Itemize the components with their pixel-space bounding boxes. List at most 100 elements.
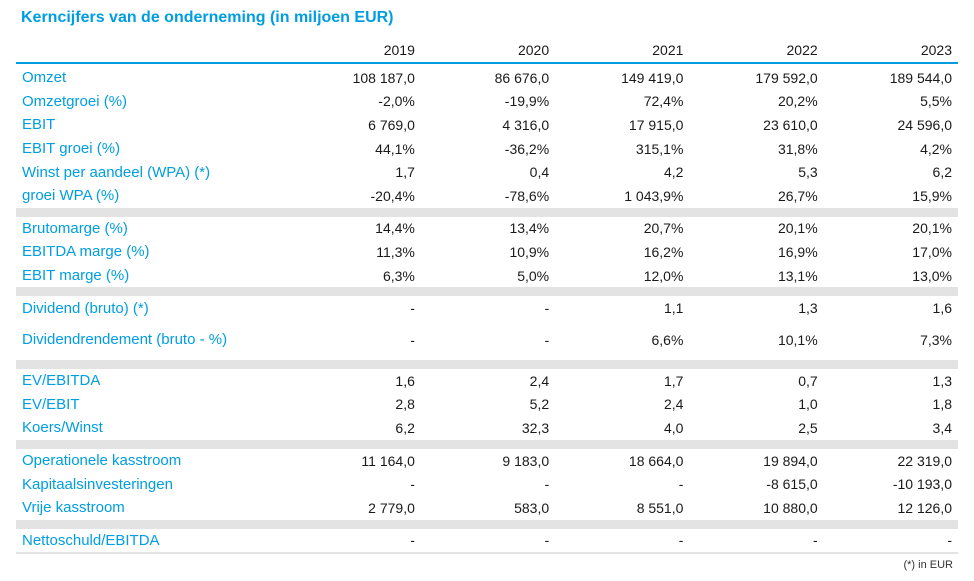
table-row: Brutomarge (%) 14,4% 13,4% 20,7% 20,1% 20,1% (16, 217, 958, 241)
value-cell: - (410, 331, 415, 348)
year-header: 2019 (286, 38, 421, 64)
value-cell: 32,3 (521, 419, 550, 436)
row-label: Dividend (bruto) (*) (22, 299, 149, 317)
value-cell: 0,7 (798, 372, 818, 389)
value-cell: 31,8% (777, 140, 818, 157)
value-cell: 315,1% (635, 140, 684, 157)
value-cell: 1,1 (663, 300, 684, 317)
table-row: Koers/Winst 6,2 32,3 4,0 2,5 3,4 (16, 416, 958, 440)
group-separator (16, 439, 958, 449)
row-label: EBITDA marge (%) (22, 243, 150, 261)
group-separator (16, 207, 958, 217)
value-cell: 17 915,0 (628, 116, 684, 133)
value-cell: 0,4 (529, 164, 550, 181)
value-cell: 1,7 (395, 164, 415, 181)
row-label: Operationele kasstroom (22, 452, 182, 470)
table-row: Dividend (bruto) (*) - - 1,1 1,3 1,6 (16, 296, 958, 320)
value-cell: 44,1% (375, 140, 415, 157)
value-cell: 583,0 (514, 499, 550, 516)
table-row: Kapitaalsinvesteringen - - - -8 615,0 -10 193… (16, 472, 958, 496)
table-row: Omzetgroei (%) -2,0% -19,9% 72,4% 20,2% 5,5% (16, 90, 958, 114)
value-cell: 86 676,0 (494, 69, 550, 86)
value-cell: - (410, 300, 415, 317)
table-row: EV/EBIT 2,8 5,2 2,4 1,0 1,8 (16, 393, 958, 417)
table-row: Dividendrendement (bruto - %) - - 6,6% 10,1%… (16, 320, 958, 360)
value-cell: 10,1% (777, 331, 818, 348)
value-cell: 13,1% (777, 267, 818, 284)
value-cell: - (678, 476, 684, 493)
value-cell: -20,4% (370, 187, 415, 204)
value-cell: 10 880,0 (763, 499, 818, 516)
table-row: EV/EBITDA 1,6 2,4 1,7 0,7 1,3 (16, 369, 958, 393)
table-row: EBIT groei (%) 44,1% -36,2% 315,1% 31,8% 4,2% (16, 137, 958, 161)
value-cell: 13,4% (509, 220, 550, 237)
value-cell: 2,4 (663, 396, 684, 413)
page-title: Kerncijfers van de onderneming (in miljo… (21, 9, 394, 26)
value-cell: 179 592,0 (755, 69, 818, 86)
key-figures-body: Omzet 108 187,0 86 676,0 149 419,0 179 592,0… (16, 63, 958, 555)
value-cell: - (823, 528, 958, 555)
value-cell: -36,2% (504, 140, 550, 157)
value-cell: 9 183,0 (502, 452, 550, 469)
value-cell: - (544, 300, 550, 317)
value-cell: - (420, 528, 556, 555)
value-cell: 72,4% (643, 93, 684, 110)
group-separator (16, 287, 958, 297)
value-cell: - (286, 528, 421, 555)
row-label: Kapitaalsinvesteringen (22, 475, 173, 493)
value-cell: 11,3% (376, 243, 415, 260)
separator-band (16, 207, 958, 217)
value-cell: 4,2% (920, 140, 952, 157)
value-cell: 1,3 (798, 300, 818, 317)
row-label: EBIT (22, 116, 56, 134)
value-cell: - (555, 528, 690, 555)
value-cell: 12 126,0 (897, 499, 953, 516)
value-cell: 19 894,0 (763, 452, 818, 469)
row-label: Vrije kasstroom (22, 499, 125, 517)
value-cell: - (544, 476, 550, 493)
value-cell: 2,5 (798, 419, 818, 436)
row-label: EBIT marge (%) (22, 267, 130, 285)
value-cell: - (689, 528, 824, 555)
value-cell: 5,5% (920, 93, 952, 110)
value-cell: 1,7 (663, 372, 684, 389)
row-label: EV/EBITDA (22, 372, 101, 390)
table-row: EBIT 6 769,0 4 316,0 17 915,0 23 610,0 24 596… (16, 113, 958, 137)
value-cell: 7,3% (920, 331, 952, 348)
value-cell: -8 615,0 (766, 476, 818, 493)
value-cell: 10,9% (509, 243, 550, 260)
header-label-spacer (16, 38, 287, 64)
year-header: 2021 (555, 38, 690, 64)
value-cell: 6 769,0 (368, 116, 415, 133)
key-figures-table: 2019 2020 2021 2022 2023 Omzet 108 187,0 8… (16, 38, 958, 555)
row-label: Nettoschuld/EBITDA (16, 528, 287, 555)
value-cell: 4 316,0 (502, 116, 550, 133)
value-cell: 2,8 (395, 396, 415, 413)
value-cell: 3,4 (932, 419, 952, 436)
table-row: Nettoschuld/EBITDA - - - - - (16, 528, 958, 555)
value-cell: 1 043,9% (624, 187, 684, 204)
separator-band (16, 359, 958, 369)
year-header-row: 2019 2020 2021 2022 2023 (16, 38, 958, 64)
row-label: Brutomarge (%) (22, 219, 128, 237)
value-cell: 26,7% (777, 187, 818, 204)
table-row: Operationele kasstroom 11 164,0 9 183,0 18 … (16, 449, 958, 473)
value-cell: 1,8 (932, 396, 952, 413)
value-cell: 5,2 (529, 396, 550, 413)
value-cell: 11 164,0 (361, 452, 415, 469)
year-header: 2023 (823, 38, 958, 64)
value-cell: 189 544,0 (889, 69, 952, 86)
value-cell: 20,7% (643, 220, 684, 237)
table-row: EBITDA marge (%) 11,3% 10,9% 16,2% 16,9% 17,0… (16, 240, 958, 264)
value-cell: 1,6 (395, 372, 415, 389)
row-label: Winst per aandeel (WPA) (*) (22, 163, 211, 181)
value-cell: 18 664,0 (628, 452, 684, 469)
row-label: groei WPA (%) (22, 187, 120, 205)
value-cell: 6,3% (382, 267, 415, 284)
value-cell: 20,1% (777, 220, 818, 237)
value-cell: 23 610,0 (763, 116, 818, 133)
row-label: EBIT groei (%) (22, 140, 121, 158)
separator-band (16, 439, 958, 449)
value-cell: 14,4% (375, 220, 415, 237)
row-label: Dividendrendement (bruto - %) (22, 330, 228, 348)
